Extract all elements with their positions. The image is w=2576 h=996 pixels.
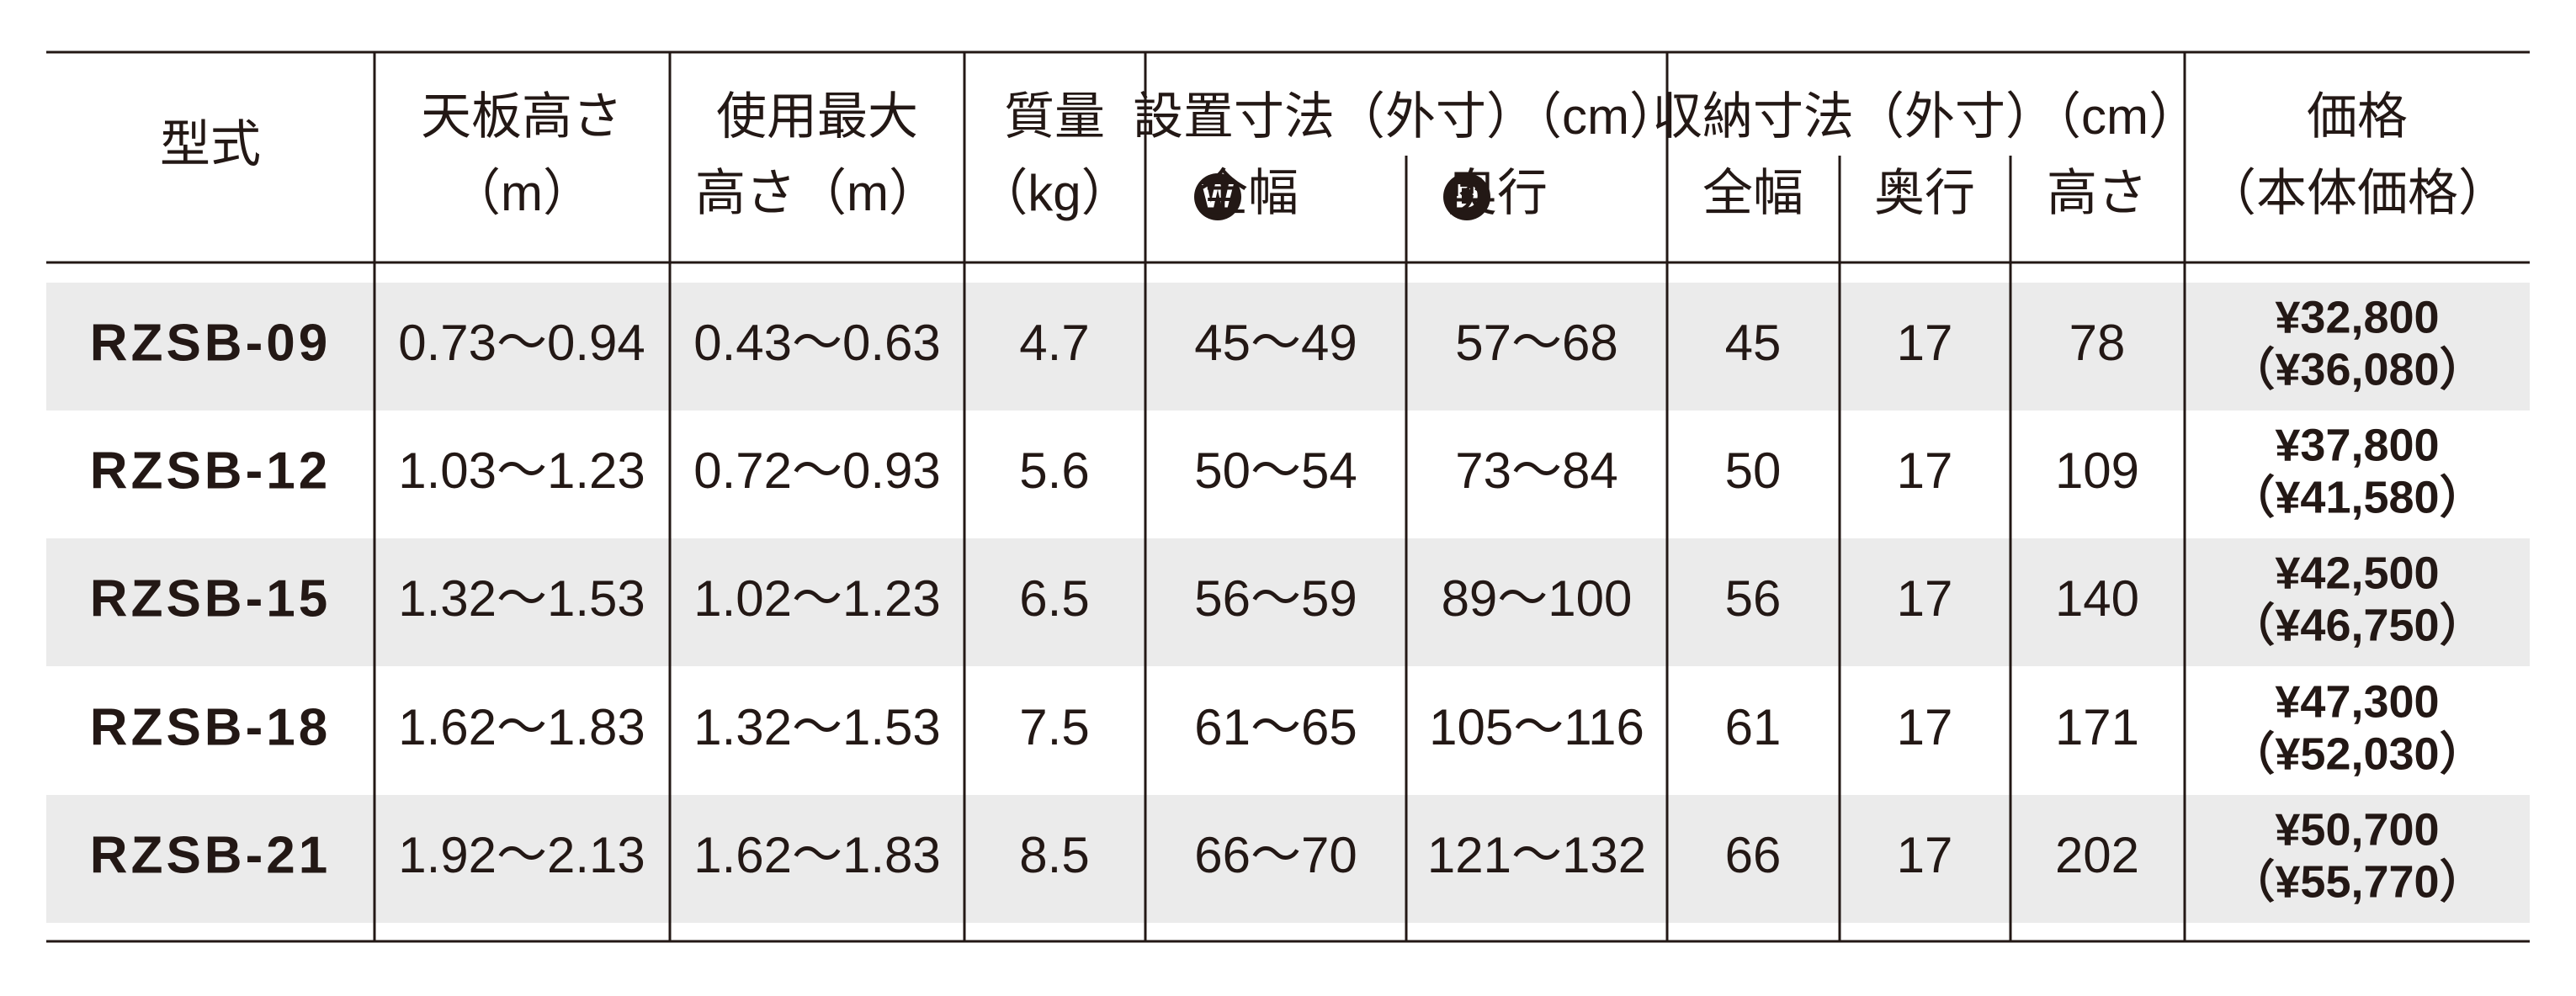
price-tax: （¥55,770） [2229,856,2484,907]
cell: 56〜59 [1194,570,1357,627]
row-shade [46,538,2530,666]
price-tax: （¥36,080） [2229,344,2484,395]
cell: 1.32〜1.53 [398,570,645,627]
model-cell: RZSB-15 [90,570,331,628]
price: ¥42,500 [2275,548,2439,598]
cell: 8.5 [1019,827,1089,883]
cell: 121〜132 [1427,827,1646,883]
sub-header: 奥行 [1874,165,1975,221]
badge: D [1455,178,1479,215]
cell: 1.03〜1.23 [398,442,645,499]
cell: 45 [1725,315,1782,371]
price-tax: （¥41,580） [2229,472,2484,522]
cell: 89〜100 [1442,570,1633,627]
cell: 171 [2055,699,2139,755]
cell: 78 [2069,315,2126,371]
cell: 73〜84 [1455,442,1617,499]
cell: 50 [1725,442,1782,499]
cell: 17 [1897,827,1953,883]
price-tax: （¥52,030） [2229,728,2484,779]
badge-circle [1443,173,1490,220]
cell: 0.43〜0.63 [693,315,941,371]
badge-circle [1194,173,1241,220]
header: 質量 [1004,88,1105,145]
cell: 66〜70 [1194,827,1357,883]
cell: 50〜54 [1194,442,1357,499]
cell: 1.92〜2.13 [398,827,645,883]
sub-header: 全幅 [1702,165,1803,221]
header: 型式 [160,116,261,172]
sub-header: 奥行 [1447,165,1548,221]
header: （m） [450,165,593,221]
price: ¥50,700 [2275,804,2439,855]
cell: 17 [1897,315,1953,371]
cell: 105〜116 [1429,699,1644,755]
cell: 1.32〜1.53 [693,699,941,755]
price: ¥47,300 [2275,676,2439,727]
model-cell: RZSB-09 [90,314,331,372]
cell: 140 [2055,570,2139,627]
price: ¥37,800 [2275,420,2439,470]
sub-header: 全幅 [1198,165,1299,221]
cell: 61 [1725,699,1782,755]
cell: 6.5 [1019,570,1089,627]
cell: 17 [1897,570,1953,627]
model-cell: RZSB-21 [90,826,331,884]
cell: 17 [1897,442,1953,499]
model-cell: RZSB-12 [90,442,331,500]
header: 高さ（m） [695,165,939,221]
header: 価格 [2307,88,2408,145]
header: （本体価格） [2206,165,2509,221]
cell: 1.62〜1.83 [693,827,941,883]
cell: 1.62〜1.83 [398,699,645,755]
header: 使用最大 [716,88,918,145]
cell: 57〜68 [1455,315,1617,371]
cell: 109 [2055,442,2139,499]
cell: 202 [2055,827,2139,883]
cell: 1.02〜1.23 [693,570,941,627]
cell: 66 [1725,827,1782,883]
row-shade [46,283,2530,411]
cell: 4.7 [1019,315,1089,371]
cell: 5.6 [1019,442,1089,499]
sub-header: 高さ [2047,165,2148,221]
header-group: 設置寸法（外寸）（cm） [1133,88,1680,145]
cell: 45〜49 [1194,315,1357,371]
badge: W [1202,178,1234,215]
cell: 56 [1725,570,1782,627]
cell: 17 [1897,699,1953,755]
header: （kg） [977,165,1131,221]
cell: 61〜65 [1194,699,1357,755]
row-shade [46,795,2530,923]
cell: 0.73〜0.94 [398,315,645,371]
price: ¥32,800 [2275,292,2439,342]
header: 天板高さ [421,88,623,145]
model-cell: RZSB-18 [90,698,331,756]
header-group: 収納寸法（外寸）（cm） [1652,88,2199,145]
cell: 7.5 [1019,699,1089,755]
price-tax: （¥46,750） [2229,600,2484,650]
cell: 0.72〜0.93 [693,442,941,499]
